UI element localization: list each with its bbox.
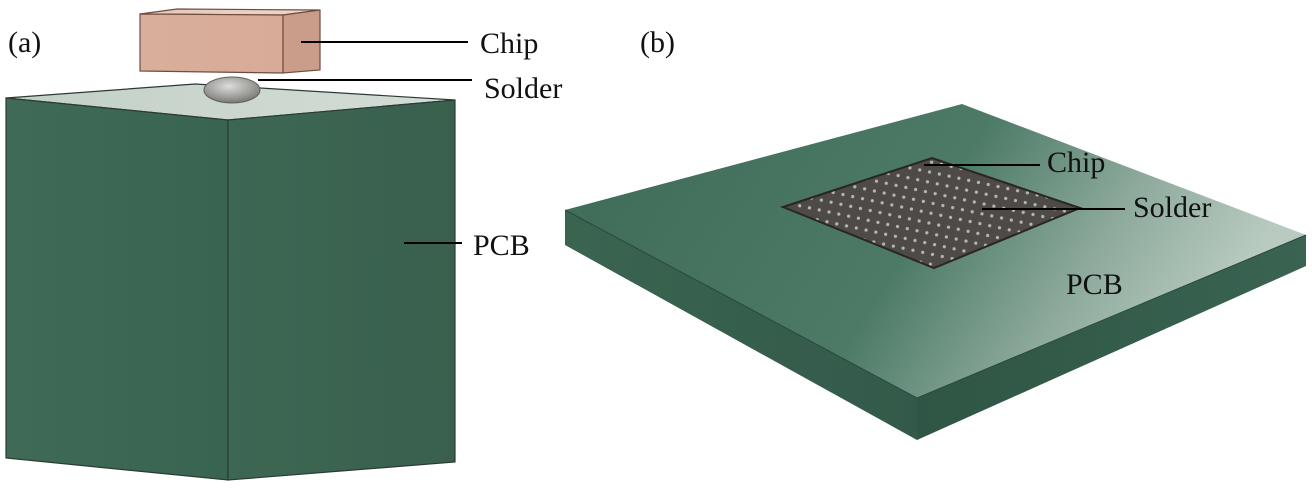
panel-b: (b) Chip Solder PCB — [564, 26, 1307, 440]
pcb-right-face — [227, 99, 456, 481]
panel-a-pcb-block — [5, 83, 456, 481]
panel-a: (a) Chip Solder PCB — [5, 8, 562, 481]
panel-a-pcb-label: PCB — [473, 229, 530, 262]
panel-b-pcb-label: PCB — [1066, 268, 1123, 301]
board-right-face — [917, 235, 1306, 440]
panel-a-tag: (a) — [8, 26, 41, 59]
board-front-face — [565, 210, 917, 440]
chip-front-face — [139, 13, 284, 74]
panel-b-solder-label: Solder — [1133, 191, 1211, 224]
panel-a-chip — [139, 8, 321, 74]
pcb-left-face — [5, 97, 229, 481]
panel-b-pcb-board — [564, 104, 1307, 440]
board-edge-highlight — [564, 209, 1307, 399]
panel-a-solder-label: Solder — [484, 72, 562, 105]
panel-b-chip-label: Chip — [1047, 146, 1105, 179]
panel-a-solder-ball — [203, 76, 261, 104]
panel-b-tag: (b) — [640, 26, 675, 59]
panel-a-chip-label: Chip — [480, 27, 538, 60]
